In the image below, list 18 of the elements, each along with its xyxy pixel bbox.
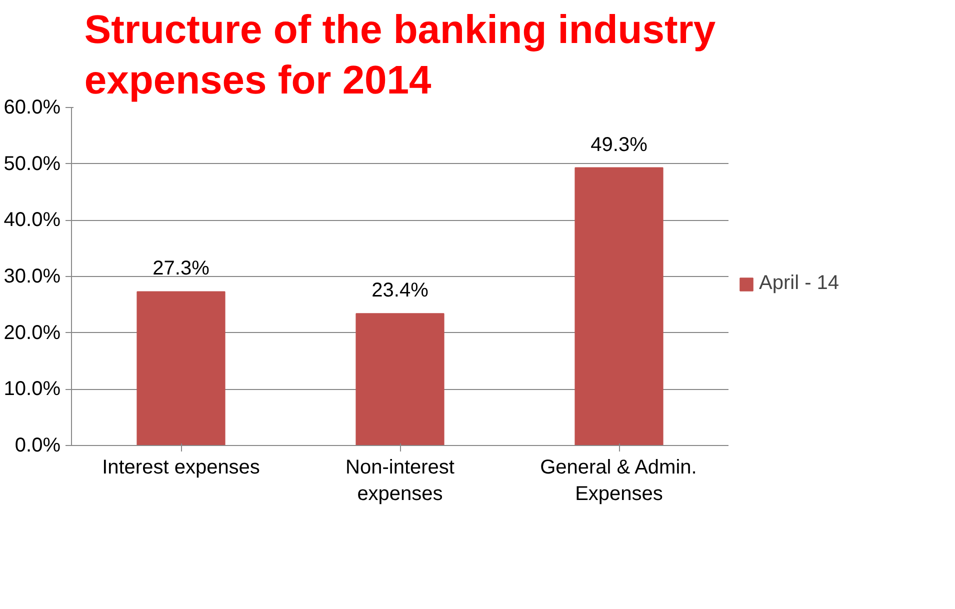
bar bbox=[356, 313, 444, 446]
y-tick-label: 10.0% bbox=[4, 378, 61, 400]
x-tick-label: Non-interest expenses bbox=[346, 456, 455, 505]
legend-label: April - 14 bbox=[759, 272, 840, 295]
x-tick-label: Interest expenses bbox=[102, 456, 260, 478]
x-tick-label: General & Admin. Expenses bbox=[540, 456, 697, 505]
y-tick-label: 60.0% bbox=[4, 96, 61, 118]
y-tick-label: 30.0% bbox=[4, 266, 61, 288]
y-tick-label: 0.0% bbox=[14, 434, 61, 456]
bar bbox=[574, 167, 664, 446]
bar bbox=[136, 291, 226, 446]
y-tick-label: 40.0% bbox=[4, 209, 61, 232]
chart-title: Structure of the banking industry expenses for 2014 bbox=[84, 8, 716, 102]
y-tick-label: 20.0% bbox=[4, 322, 61, 344]
data-label: 23.4% bbox=[372, 280, 429, 302]
y-tick-label: 50.0% bbox=[4, 152, 61, 175]
data-label: 27.3% bbox=[152, 258, 210, 280]
data-label: 49.3% bbox=[590, 134, 648, 156]
